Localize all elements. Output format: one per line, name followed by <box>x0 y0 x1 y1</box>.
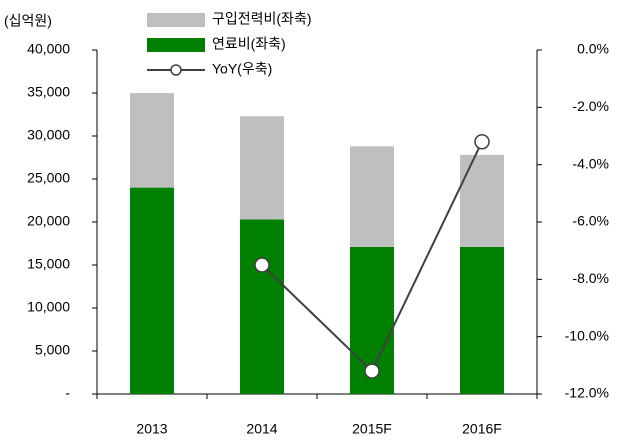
y2-tick-label: -2.0% <box>572 98 609 114</box>
x-tick-label: 2013 <box>136 421 167 437</box>
legend-label: 구입전력비(좌축) <box>212 11 311 27</box>
y-tick-label: - <box>65 385 70 401</box>
y-tick-label: 5,000 <box>35 342 70 358</box>
y2-tick-label: -12.0% <box>565 385 609 401</box>
y-tick-label: 10,000 <box>27 299 70 315</box>
y-tick-label: 25,000 <box>27 170 70 186</box>
bar <box>350 146 394 247</box>
legend-label: 연료비(좌축) <box>212 36 286 52</box>
y2-tick-label: -6.0% <box>572 213 609 229</box>
x-tick-label: 2016F <box>462 421 502 437</box>
bar <box>460 154 504 247</box>
y-tick-label: 30,000 <box>27 127 70 143</box>
bar <box>240 116 284 220</box>
bar <box>130 187 174 394</box>
y2-tick-label: -10.0% <box>565 327 609 343</box>
line-marker <box>364 363 380 379</box>
legend-swatch <box>147 13 205 27</box>
line-marker <box>254 257 270 273</box>
bar <box>130 93 174 188</box>
legend-label: YoY(우축) <box>212 61 272 77</box>
bar <box>460 246 504 394</box>
y-tick-label: 20,000 <box>27 213 70 229</box>
y-axis-label: (십억원) <box>4 13 52 29</box>
y2-tick-label: -8.0% <box>572 270 609 286</box>
legend-swatch <box>147 38 205 52</box>
y2-tick-label: 0.0% <box>577 41 609 57</box>
bar <box>240 219 284 394</box>
y-tick-label: 40,000 <box>27 41 70 57</box>
x-tick-label: 2015F <box>352 421 392 437</box>
line-marker <box>474 133 490 150</box>
x-tick-label: 2014 <box>246 421 277 437</box>
y2-tick-label: -4.0% <box>572 155 609 171</box>
y-tick-label: 35,000 <box>27 84 70 100</box>
y-tick-label: 15,000 <box>27 256 70 272</box>
legend-marker <box>170 64 182 76</box>
